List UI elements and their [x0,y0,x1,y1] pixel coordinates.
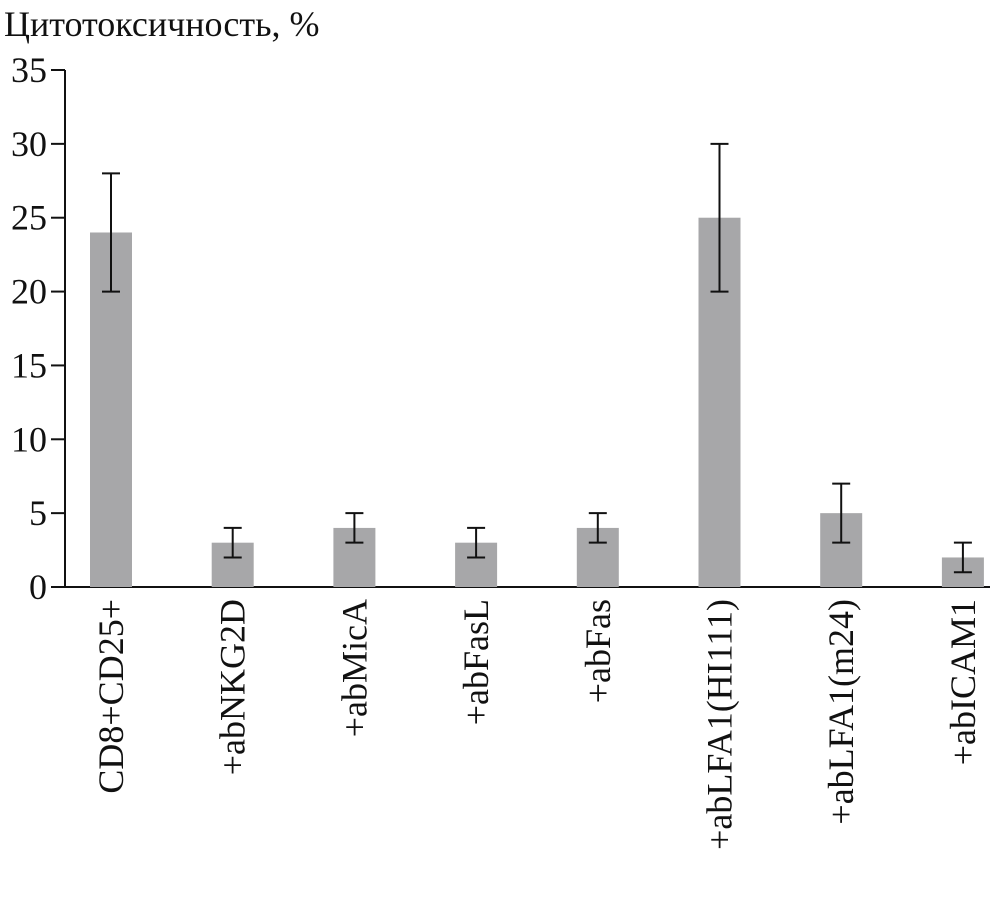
error-bar [710,142,729,293]
y-tick-label: 25 [11,198,47,238]
y-tick-label: 5 [29,493,47,533]
error-bar [467,526,486,559]
error-bar [102,172,120,293]
error-bar [345,512,364,544]
y-tick-label: 10 [11,419,47,459]
x-tick-label: +abFasL [456,599,496,725]
x-tick-label: +abICAM1 [943,599,983,765]
y-tick-label: 35 [11,50,47,90]
x-tick-label: +abLFA1(m24) [821,599,861,825]
x-tick-label: +abMicA [334,599,374,737]
error-bar [953,541,972,574]
error-bar [832,482,851,544]
y-tick-label: 20 [11,272,47,312]
x-tick-label: +abNKG2D [213,599,253,775]
y-tick-label: 30 [11,124,47,164]
x-tick-label: +abFas [578,599,618,703]
y-tick-label: 0 [29,567,47,607]
x-tick-label: CD8+CD25+ [91,599,131,794]
error-bar [588,512,607,544]
y-tick-label: 15 [11,345,47,385]
error-bar [223,526,242,559]
chart-title: Цитотоксичность, % [4,4,320,44]
x-tick-label: +abLFA1(HI111) [700,599,740,850]
